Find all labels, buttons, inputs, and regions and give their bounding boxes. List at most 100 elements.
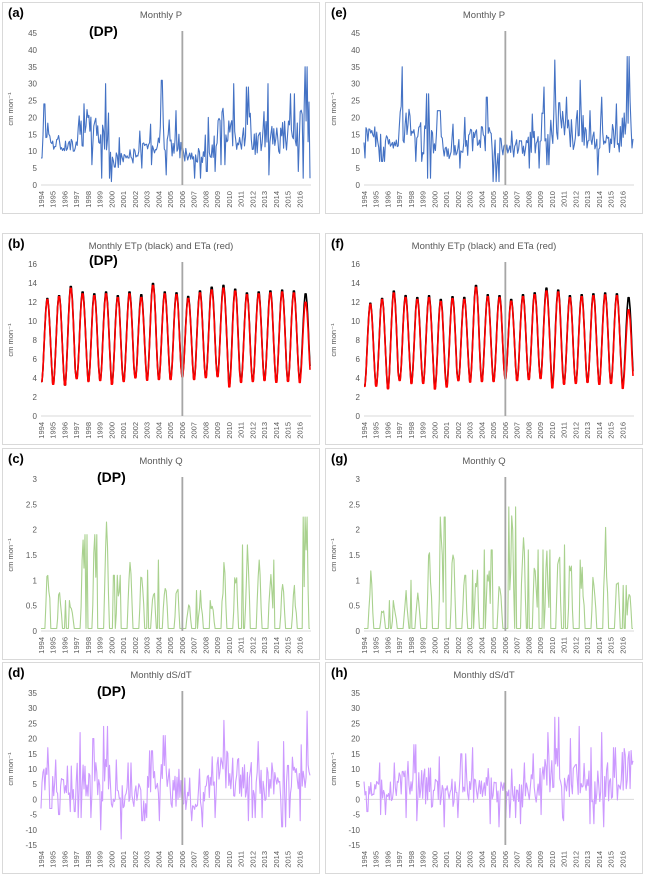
x-tick-label: 1997 [395,851,404,868]
x-tick-label: 2002 [131,422,140,439]
y-tick-label: -5 [353,811,361,820]
x-tick-label: 2012 [571,637,580,654]
x-tick-label: 2010 [548,851,557,868]
x-tick-label: 1995 [372,422,381,439]
x-tick-label: 2000 [430,422,439,439]
chart-title: Monthly P [139,10,183,21]
chart-panel-a: cm mon⁻¹ 0 5 10 15 20 25 30 35 40 45 1994 1995 1996 19… [2,2,320,214]
x-tick-label: 1999 [419,191,428,208]
x-tick-label: 2012 [571,851,580,868]
dp-label: (DP) [89,252,118,268]
panel-label: (b) [8,236,25,251]
x-tick-label: 2012 [571,191,580,208]
x-tick-label: 2007 [513,422,522,439]
x-tick-label: 2015 [607,851,616,868]
x-tick-label: 2004 [477,851,486,868]
x-tick-label: 2011 [237,851,246,867]
chart-panel-d: cm mon⁻¹ -15 -10 -5 0 5 10 15 20 25 30 35 1994 1995 19… [2,662,320,874]
panel-label: (c) [8,451,24,466]
y-tick-label: 3 [33,475,38,484]
y-tick-label: 8 [356,336,361,345]
x-tick-label: 2012 [571,422,580,439]
y-tick-label: -10 [25,826,37,835]
x-tick-label: 1995 [49,851,58,868]
series-line-q [41,516,310,630]
x-tick-label: 2009 [213,422,222,439]
x-tick-label: 2004 [154,637,163,654]
y-tick-label: -15 [348,841,360,850]
y-tick-label: 16 [351,260,360,269]
x-tick-label: 2006 [501,851,510,868]
y-axis-label: cm mon⁻¹ [6,752,15,786]
x-tick-label: 2009 [536,191,545,208]
x-tick-label: 2001 [442,422,451,439]
x-tick-label: 2006 [178,851,187,868]
x-tick-label: 1995 [49,422,58,439]
x-tick-label: 1999 [419,637,428,654]
y-tick-label: 12 [28,298,37,307]
x-tick-label: 1998 [84,851,93,868]
x-tick-label: 2008 [201,422,210,439]
x-tick-label: 2002 [131,191,140,208]
x-tick-label: 2006 [501,422,510,439]
y-tick-label: 35 [28,63,37,72]
x-tick-label: 1997 [72,851,81,868]
y-tick-label: 10 [351,147,360,156]
x-tick-label: 2001 [442,191,451,208]
x-tick-label: 2002 [454,637,463,654]
y-tick-label: 25 [28,719,37,728]
x-tick-label: 2012 [248,191,257,208]
x-tick-label: 2014 [272,637,281,654]
x-tick-label: 2006 [501,637,510,654]
panel-label: (f) [331,236,344,251]
x-tick-label: 2007 [190,851,199,868]
x-tick-label: 1994 [37,422,46,439]
y-tick-label: 10 [351,765,360,774]
y-tick-label: 2.5 [26,500,38,509]
x-tick-label: 1997 [395,191,404,208]
x-tick-label: 1997 [72,422,81,439]
x-tick-label: 2003 [466,422,475,439]
y-tick-label: 16 [28,260,37,269]
chart-title: Monthly Q [139,456,183,467]
y-tick-label: 10 [351,317,360,326]
chart-title: Monthly dS/dT [453,670,515,681]
x-tick-label: 1998 [407,422,416,439]
y-axis-label: cm mon⁻¹ [6,538,15,572]
x-tick-label: 2011 [237,637,246,653]
y-tick-label: 10 [28,765,37,774]
x-tick-label: 2014 [595,851,604,868]
x-tick-label: 2016 [295,851,304,868]
x-tick-label: 2005 [489,851,498,868]
x-tick-label: 2008 [201,191,210,208]
x-tick-label: 2005 [489,637,498,654]
x-tick-label: 1995 [372,851,381,868]
x-tick-label: 2007 [190,637,199,654]
y-tick-label: 1.5 [26,551,38,560]
x-tick-label: 2005 [166,637,175,654]
x-tick-label: 2000 [107,637,116,654]
y-tick-label: 40 [28,46,37,55]
x-tick-label: 1996 [383,637,392,654]
x-tick-label: 1996 [60,191,69,208]
x-tick-label: 2005 [489,191,498,208]
x-tick-label: 2015 [607,191,616,208]
y-tick-label: 6 [356,355,361,364]
x-tick-label: 1997 [72,191,81,208]
x-tick-label: 2006 [178,637,187,654]
y-tick-label: 0 [33,412,38,421]
x-tick-label: 2008 [524,637,533,654]
y-tick-label: 4 [356,374,361,383]
x-tick-label: 2016 [618,851,627,868]
x-tick-label: 1995 [49,637,58,654]
series-line-p [363,56,634,183]
x-tick-label: 2013 [260,422,269,439]
x-tick-label: 2009 [213,637,222,654]
y-tick-label: 15 [351,130,360,139]
y-tick-label: 0.5 [349,602,361,611]
x-tick-label: 2016 [295,191,304,208]
